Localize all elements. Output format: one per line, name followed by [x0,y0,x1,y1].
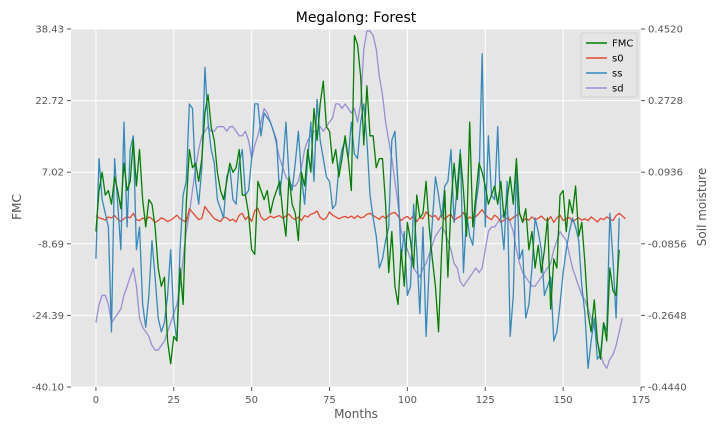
legend-label-fmc: FMC [612,39,633,50]
x-tick-label: 150 [554,395,573,406]
series-line-fmc [95,34,620,365]
x-tick-label: 100 [398,395,417,406]
x-tick-label: 175 [631,395,650,406]
y-tick-label-right: 0.0936 [648,168,683,179]
x-tick-label: 25 [167,395,180,406]
x-tick-label: 125 [476,395,495,406]
y-tick-label-right: -0.4440 [648,383,687,394]
plot-background [71,29,641,387]
y-tick-label-right: 0.4520 [648,25,683,36]
y-tick-label-right: 0.2728 [648,96,683,107]
series-line-sd [95,30,623,369]
legend-label-ss: ss [612,69,622,80]
y-axis-label-right: Soil moisture [695,168,709,246]
x-tick-label: 50 [245,395,258,406]
y-tick-label-left: 7.02 [42,168,64,179]
legend-label-s0: s0 [612,54,624,65]
chart-title: Megalong: Forest [296,10,417,26]
series-line-ss [95,53,620,369]
series-lines [95,30,626,369]
x-axis-label: Months [334,407,378,421]
legend-box [580,32,638,98]
y-tick-label-right: -0.0856 [648,239,687,250]
legend-label-sd: sd [612,84,624,95]
x-tick-label: 0 [93,395,99,406]
y-tick-label-left: 22.72 [35,96,64,107]
y-axis-label-left: FMC [10,194,24,220]
y-tick-label-left: -8.69 [38,239,64,250]
y-tick-label-left: -40.10 [32,383,64,394]
x-tick-label: 75 [323,395,336,406]
y-tick-label-left: 38.43 [35,25,64,36]
y-tick-label-right: -0.2648 [648,311,687,322]
legend: FMC s0 ss sd [580,32,638,98]
axis-ticks: 0 25 50 75 100 125 150 175 38.43 22.72 7.02 -8.69 -2… [32,25,687,407]
y-tick-label-left: -24.39 [32,311,64,322]
series-line-s0 [95,205,626,224]
